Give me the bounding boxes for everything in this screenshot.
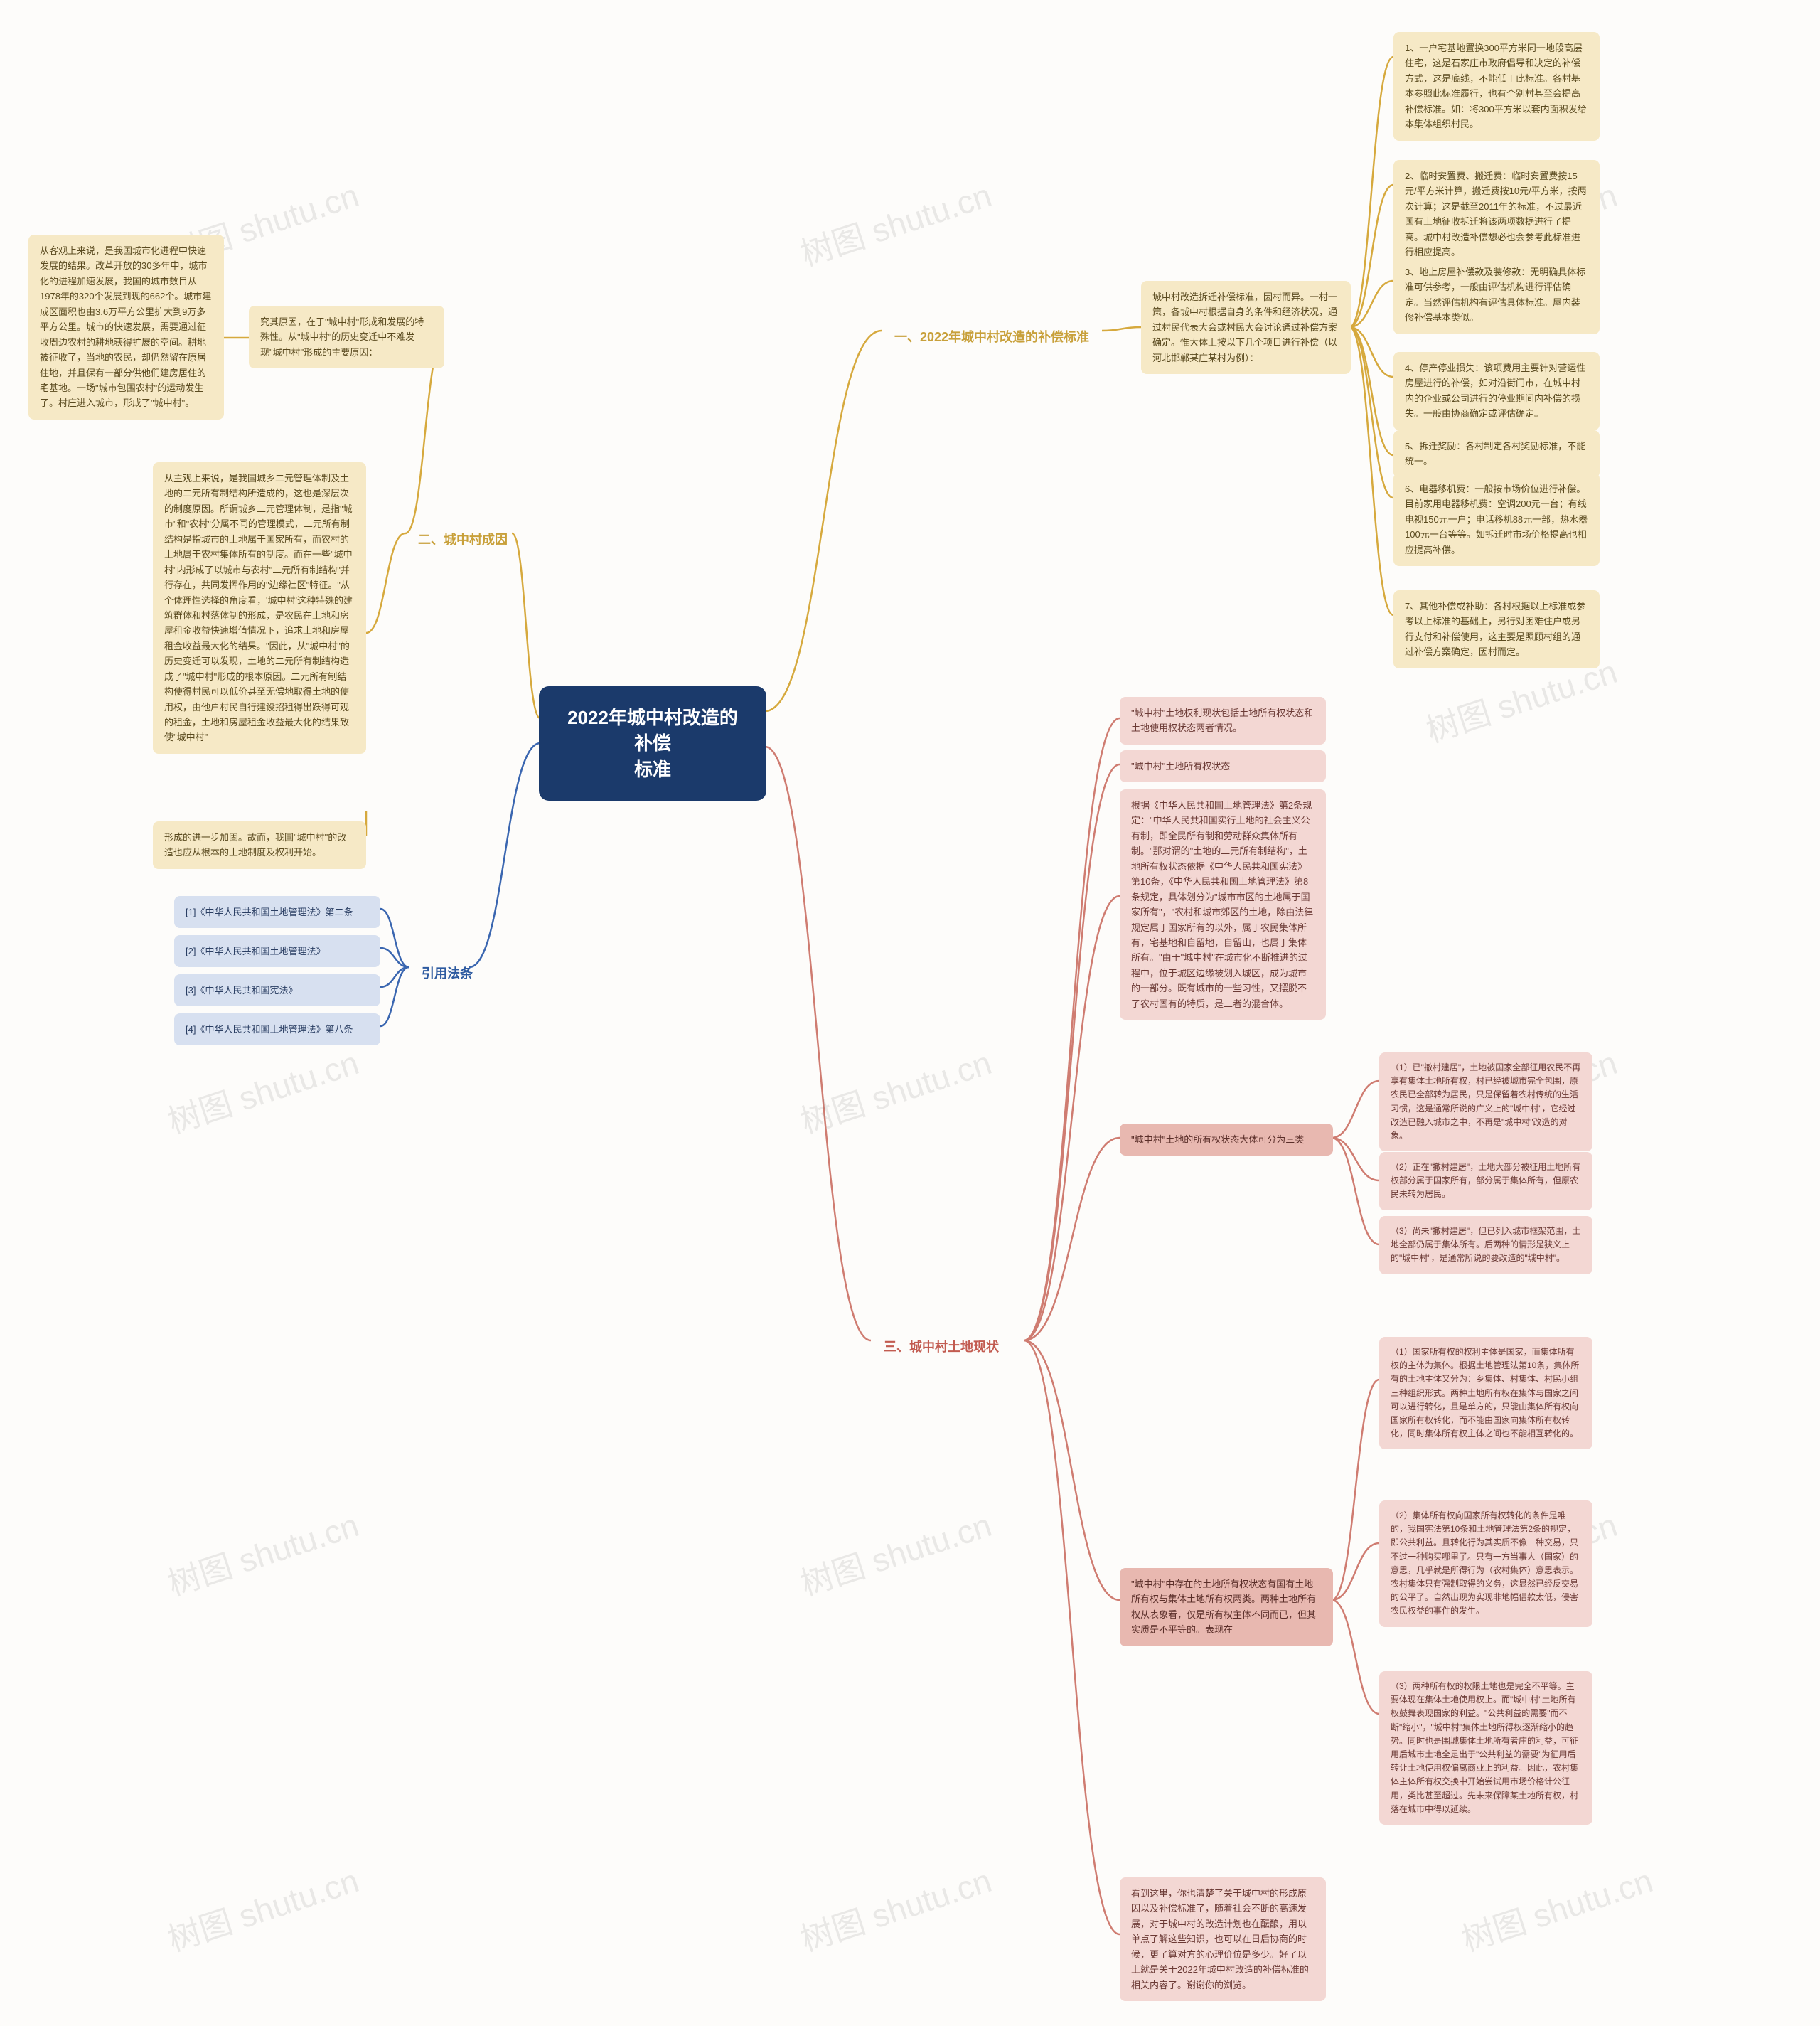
watermark: 树图 shutu.cn	[161, 1038, 364, 1143]
center-line1: 2022年城中村改造的补偿	[563, 705, 742, 757]
watermark: 树图 shutu.cn	[794, 170, 997, 276]
branch4-low-item: （1）国家所有权的权利主体是国家，而集体所有权的主体为集体。根据土地管理法第10…	[1379, 1337, 1592, 1449]
branch4-p1: "城中村"土地权利现状包括土地所有权状态和土地使用权状态两者情况。	[1120, 697, 1326, 745]
branch1-item: 6、电器移机费：一般按市场价位进行补偿。目前家用电器移机费：空调200元一台；有…	[1393, 473, 1600, 566]
branch4-mid-item: （2）正在"撤村建居"，土地大部分被征用土地所有权部分属于国家所有，部分属于集体…	[1379, 1152, 1592, 1210]
branch4-low-item: （2）集体所有权向国家所有权转化的条件是唯一的，我国宪法第10条和土地管理法第2…	[1379, 1500, 1592, 1627]
branch1-label: 一、2022年城中村改造的补偿标准	[882, 320, 1102, 355]
branch3-item: [2]《中华人民共和国土地管理法》	[174, 935, 380, 967]
branch3-item: [4]《中华人民共和国土地管理法》第八条	[174, 1013, 380, 1045]
watermark: 树图 shutu.cn	[794, 1500, 997, 1606]
branch1-item: 7、其他补偿或补助：各村根据以上标准或参考以上标准的基础上，另行对困难住户或另行…	[1393, 590, 1600, 668]
branch4-low: "城中村"中存在的土地所有权状态有国有土地所有权与集体土地所有权两类。两种土地所…	[1120, 1568, 1333, 1646]
branch4-footer: 看到这里，你也清楚了关于城中村的形成原因以及补偿标准了，随着社会不断的高速发展，…	[1120, 1877, 1326, 2001]
branch3-label: 引用法条	[409, 956, 486, 991]
branch1-item: 3、地上房屋补偿款及装修款：无明确具体标准可供参考，一般由评估机构进行评估确定。…	[1393, 256, 1600, 334]
branch4-p2: "城中村"土地所有权状态	[1120, 750, 1326, 782]
branch4-p3: 根据《中华人民共和国土地管理法》第2条规定："中华人民共和国实行土地的社会主义公…	[1120, 789, 1326, 1020]
branch2-label: 二、城中村成因	[405, 523, 520, 558]
branch3-item: [3]《中华人民共和国宪法》	[174, 974, 380, 1006]
watermark: 树图 shutu.cn	[1455, 1855, 1658, 1961]
branch1-item: 5、拆迁奖励：各村制定各村奖励标准，不能统一。	[1393, 430, 1600, 478]
branch4-mid-item: （1）已"撤村建居"，土地被国家全部征用农民不再享有集体土地所有权，村已经被城市…	[1379, 1052, 1592, 1151]
branch1-item: 2、临时安置费、搬迁费：临时安置费按15元/平方米计算，搬迁费按10元/平方米，…	[1393, 160, 1600, 269]
center-node: 2022年城中村改造的补偿 标准	[539, 686, 766, 801]
branch1-intro: 城中村改造拆迁补偿标准，因村而异。一村一策，各城中村根据自身的条件和经济状况，通…	[1141, 281, 1351, 374]
watermark: 树图 shutu.cn	[794, 1855, 997, 1961]
branch1-item: 4、停产停业损失：该项费用主要针对营运性房屋进行的补偿，如对沿街门市，在城中村内…	[1393, 352, 1600, 430]
branch3-item: [1]《中华人民共和国土地管理法》第二条	[174, 896, 380, 928]
watermark: 树图 shutu.cn	[161, 1500, 364, 1606]
branch4-mid-item: （3）尚未"撤村建居"，但已列入城市框架范围，土地全部仍属于集体所有。后两种的情…	[1379, 1216, 1592, 1274]
branch4-mid: "城中村"土地的所有权状态大体可分为三类	[1120, 1124, 1333, 1156]
branch2-intro-mid: 究其原因，在于"城中村"形成和发展的特殊性。从"城中村"的历史变迁中不难发现"城…	[249, 306, 444, 368]
branch2-main: 从主观上来说，是我国城乡二元管理体制及土地的二元所有制结构所造成的，这也是深层次…	[153, 462, 366, 754]
watermark: 树图 shutu.cn	[161, 1855, 364, 1961]
branch4-label: 三、城中村土地现状	[871, 1330, 1012, 1365]
branch1-item: 1、一户宅基地置换300平方米同一地段高层住宅，这是石家庄市政府倡导和决定的补偿…	[1393, 32, 1600, 141]
center-line2: 标准	[563, 757, 742, 782]
branch4-low-item: （3）两种所有权的权限土地也是完全不平等。主要体现在集体土地使用权上。而"城中村…	[1379, 1671, 1592, 1825]
branch2-tail: 形成的进一步加固。故而，我国"城中村"的改造也应从根本的土地制度及权利开始。	[153, 821, 366, 869]
watermark: 树图 shutu.cn	[794, 1038, 997, 1143]
branch2-intro-top: 从客观上来说，是我国城市化进程中快速发展的结果。改革开放的30多年中，城市化的进…	[28, 235, 224, 420]
